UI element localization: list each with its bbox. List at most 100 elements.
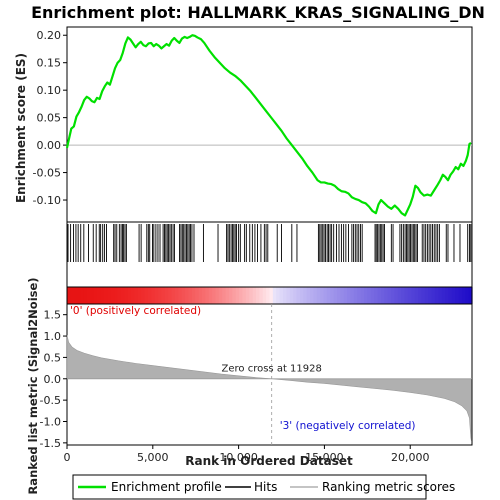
color-bar-slice — [397, 287, 402, 304]
color-bar-slice — [357, 287, 362, 304]
enrichment-profile-line — [65, 34, 472, 217]
color-bar-slice — [465, 287, 470, 304]
es-y-tick-label: 0.15 — [37, 57, 62, 70]
color-bar-slice — [407, 287, 412, 304]
color-bar-slice — [414, 287, 419, 304]
color-bar-slice — [245, 287, 250, 304]
color-bar-slice — [161, 287, 166, 304]
color-bar-slice — [299, 287, 304, 304]
color-bar-slice — [431, 287, 436, 304]
metric-y-tick-label: 1.5 — [44, 309, 62, 322]
hits-frame — [66, 221, 473, 288]
color-bar-slice — [333, 287, 338, 304]
color-bar-slice — [340, 287, 345, 304]
color-bar-slice — [239, 287, 244, 304]
color-bar-slice — [242, 287, 247, 304]
color-bar-slice — [181, 287, 186, 304]
metric-x-tick-label: 15,000 — [305, 451, 344, 464]
color-bar-slice — [313, 287, 318, 304]
color-bar-slice — [283, 287, 287, 304]
es-panel: 0.20 0.15 0.10 0.05 0.00 -0.05 -0.10 — [33, 26, 473, 223]
color-bar-slice — [320, 287, 325, 304]
color-bar-slice — [121, 287, 125, 304]
color-bar-slice — [330, 287, 335, 304]
legend: Enrichment profile Hits Ranking metric s… — [72, 474, 455, 500]
metric-x-tick-label: 20,000 — [391, 451, 430, 464]
metric-x-tick-label: 10,000 — [219, 451, 258, 464]
legend-hits-label: Hits — [254, 480, 277, 494]
color-bar-slice — [360, 287, 365, 304]
color-bar-slice — [455, 287, 460, 304]
color-bar-slice — [215, 287, 220, 304]
color-bar-slice — [401, 287, 406, 304]
color-bar-slice — [353, 287, 358, 304]
color-bar-slice — [107, 287, 112, 304]
color-bar-slice — [114, 287, 119, 304]
color-bar-slice — [326, 287, 331, 304]
color-bar-slice — [421, 287, 426, 304]
color-bar-slice — [387, 287, 392, 304]
color-bar-slice — [286, 287, 291, 304]
color-bar-slice — [249, 287, 254, 304]
color-bar-slice — [293, 287, 298, 304]
color-bar-slice — [73, 287, 78, 304]
metric-y-tick-label: -1.0 — [40, 416, 61, 429]
color-bar-slice — [151, 287, 156, 304]
color-bar-slice — [279, 287, 284, 304]
color-bar-slice — [77, 287, 82, 304]
color-bar-slice — [205, 287, 210, 304]
es-y-axis-title: Enrichment score (ES) — [14, 53, 28, 203]
color-bar-slice — [418, 287, 422, 304]
es-y-tick-label: 0.10 — [37, 84, 62, 97]
color-bar-slice — [468, 287, 473, 304]
color-bar-slice — [232, 287, 237, 304]
color-bar-slice — [134, 287, 139, 304]
color-bar-slice — [188, 287, 193, 304]
color-bar-slice — [229, 287, 233, 304]
legend-metric-label: Ranking metric scores — [322, 480, 455, 494]
chart-title: Enrichment plot: HALLMARK_KRAS_SIGNALING… — [31, 3, 485, 22]
color-bar-slice — [198, 287, 203, 304]
es-y-tick-label: 0.20 — [37, 29, 62, 42]
color-bar-slice — [310, 287, 314, 304]
color-bar-slice — [461, 287, 466, 304]
color-bar-slice — [424, 287, 429, 304]
color-bar-slice — [148, 287, 152, 304]
color-bar-slice — [411, 287, 416, 304]
positive-correlation-label: '0' (positively correlated) — [70, 305, 201, 317]
es-y-tick-label: 0.05 — [37, 112, 62, 125]
color-bar-slice — [131, 287, 136, 304]
color-bar-slice — [428, 287, 433, 304]
color-bar-slice — [90, 287, 95, 304]
color-bar-slice — [269, 287, 274, 304]
metric-y-tick-label: 1.0 — [44, 330, 62, 343]
color-bar-slice — [266, 287, 271, 304]
color-bar-slice — [218, 287, 223, 304]
metric-y-axis-title: Ranked list metric (Signal2Noise) — [26, 277, 40, 494]
color-bar-slice — [451, 287, 456, 304]
correlation-color-bar — [66, 286, 473, 305]
color-bar-slice — [158, 287, 163, 304]
hits-panel — [66, 221, 473, 288]
color-bar-slice — [168, 287, 173, 304]
color-bar-slice — [144, 287, 149, 304]
color-bar-slice — [337, 287, 341, 304]
color-bar-slice — [100, 287, 105, 304]
color-bar-slice — [391, 287, 395, 304]
color-bar-slice — [225, 287, 230, 304]
es-y-tick-label: 0.00 — [37, 139, 62, 152]
color-bar-slice — [347, 287, 352, 304]
color-bar-slice — [306, 287, 311, 304]
color-bar-slice — [296, 287, 301, 304]
color-bar-slice — [124, 287, 129, 304]
color-bar-slice — [171, 287, 176, 304]
color-bar-slice — [70, 287, 75, 304]
color-bar-slice — [438, 287, 443, 304]
color-bar-slice — [394, 287, 399, 304]
color-bar-slice — [175, 287, 179, 304]
color-bar-slice — [445, 287, 449, 304]
color-bar-slice — [323, 287, 328, 304]
color-bar-slice — [377, 287, 382, 304]
color-bar-slice — [83, 287, 88, 304]
color-bar-slice — [289, 287, 294, 304]
